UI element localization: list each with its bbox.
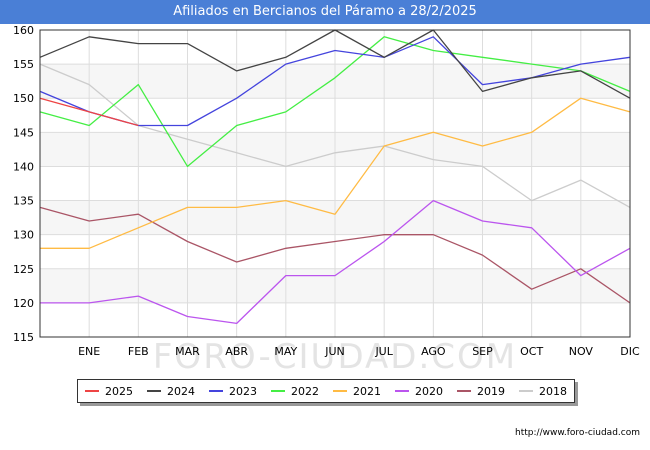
legend-swatch bbox=[85, 390, 99, 392]
x-axis-ticks: ENE FEB MAR ABR MAY JUN JUL AGO SEP OCT NOV DIC bbox=[78, 345, 640, 358]
x-tick-label: MAY bbox=[274, 345, 297, 358]
plot-border bbox=[39, 29, 631, 338]
legend-label: 2021 bbox=[353, 384, 381, 398]
y-tick-label: 145 bbox=[13, 126, 34, 139]
chart-title: Afiliados en Bercianos del Páramo a 28/2… bbox=[0, 0, 650, 24]
x-tick-label: FEB bbox=[128, 345, 149, 358]
legend-swatch bbox=[395, 390, 409, 392]
legend-label: 2018 bbox=[539, 384, 567, 398]
y-tick-label: 115 bbox=[13, 331, 34, 344]
y-tick-label: 120 bbox=[13, 297, 34, 310]
legend-label: 2024 bbox=[167, 384, 195, 398]
legend-item-2023: 2023 bbox=[209, 385, 257, 398]
plot-frame bbox=[39, 29, 631, 338]
y-tick-label: 150 bbox=[13, 92, 34, 105]
x-tick-label: DIC bbox=[620, 345, 640, 358]
legend-item-2018: 2018 bbox=[519, 385, 567, 398]
series-line-2021 bbox=[40, 97, 631, 249]
legend-label: 2023 bbox=[229, 384, 257, 398]
x-tick-label: JUN bbox=[324, 345, 345, 358]
x-tick-label: NOV bbox=[569, 345, 594, 358]
legend-swatch bbox=[147, 390, 161, 392]
x-tick-label: AGO bbox=[421, 345, 446, 358]
legend-item-2019: 2019 bbox=[457, 385, 505, 398]
legend-swatch bbox=[271, 390, 285, 392]
legend-item-2021: 2021 bbox=[333, 385, 381, 398]
watermark: FORO-CIUDAD.COM bbox=[153, 337, 517, 377]
series-line-2020 bbox=[40, 199, 631, 325]
legend-label: 2025 bbox=[105, 384, 133, 398]
legend-label: 2020 bbox=[415, 384, 443, 398]
x-tick-label: SEP bbox=[472, 345, 493, 358]
y-tick-label: 140 bbox=[13, 160, 34, 173]
x-tick-label: OCT bbox=[520, 345, 543, 358]
x-tick-label: JUL bbox=[374, 345, 393, 358]
x-tick-label: MAR bbox=[175, 345, 200, 358]
legend-swatch bbox=[457, 390, 471, 392]
legend-swatch bbox=[519, 390, 533, 392]
legend-item-2022: 2022 bbox=[271, 385, 319, 398]
y-tick-label: 155 bbox=[13, 58, 34, 71]
y-tick-label: 125 bbox=[13, 263, 34, 276]
source-url: http://www.foro-ciudad.com bbox=[515, 428, 640, 438]
series-line-2025 bbox=[39, 97, 139, 127]
y-tick-label: 135 bbox=[13, 195, 34, 208]
x-tick-label: ABR bbox=[225, 345, 248, 358]
series-lines bbox=[39, 29, 631, 325]
legend-item-2024: 2024 bbox=[147, 385, 195, 398]
legend-item-2020: 2020 bbox=[395, 385, 443, 398]
y-tick-label: 130 bbox=[13, 229, 34, 242]
legend: 2025 2024 2023 2022 2021 2020 2019 2018 bbox=[77, 379, 575, 403]
y-tick-label: 160 bbox=[13, 24, 34, 37]
legend-item-2025: 2025 bbox=[85, 385, 133, 398]
legend-swatch bbox=[209, 390, 223, 392]
y-axis-ticks: 115 120 125 130 135 140 145 150 155 160 bbox=[13, 24, 34, 344]
legend-swatch bbox=[333, 390, 347, 392]
series-line-2022 bbox=[39, 36, 631, 168]
legend-label: 2019 bbox=[477, 384, 505, 398]
x-tick-label: ENE bbox=[78, 345, 100, 358]
legend-label: 2022 bbox=[291, 384, 319, 398]
series-line-2019 bbox=[39, 206, 631, 304]
